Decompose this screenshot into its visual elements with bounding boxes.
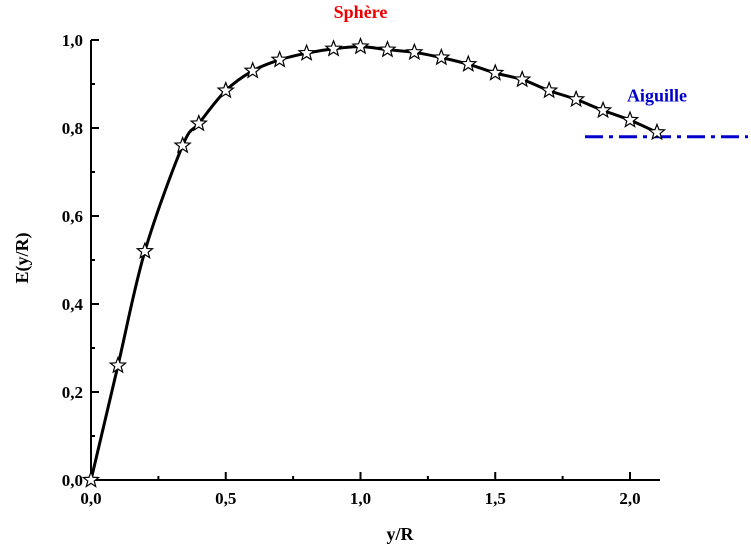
axes [90,40,660,481]
data-point-star [405,42,424,61]
data-point-star [378,39,397,58]
y-tick-label: 0,2 [62,383,83,402]
y-tick-label: 0,0 [62,471,83,490]
data-point-star [216,80,235,99]
data-point-star [432,47,451,66]
data-point-star [539,80,559,99]
data-point-star [270,50,289,68]
data-point-star [135,241,155,260]
data-point-star [324,39,343,57]
data-point-star [593,100,613,119]
series-layer [81,36,748,488]
x-tick-label: 2,0 [619,489,640,508]
data-point-star [108,355,128,374]
data-point-star [486,63,505,81]
data-point-star [459,54,478,73]
annotation-layer: Sphère Aiguille [334,2,687,106]
data-point-star [512,69,532,88]
y-tick-label: 0,8 [62,119,83,138]
x-tick-label: 0,0 [80,489,101,508]
data-point-star [243,61,262,79]
y-tick-label: 0,4 [62,295,84,314]
y-tick-label: 0,6 [62,207,83,226]
y-axis-title: E(y/R) [12,233,33,284]
x-axis-title: y/R [387,524,415,544]
data-point-star [297,43,316,62]
data-point-star [620,110,640,128]
x-tick-label: 1,5 [485,489,506,508]
ticks: 0,0 0,5 1,0 1,5 2,0 0,0 0,2 0,4 0,6 0,8 1,0 [62,31,641,508]
data-point-star [81,470,101,488]
annotation-sphere: Sphère [334,2,388,22]
data-point-star [647,122,667,141]
annotation-aiguille: Aiguille [627,86,687,106]
y-tick-label: 1,0 [62,31,83,50]
data-point-star [351,36,370,55]
x-tick-label: 1,0 [350,489,371,508]
data-point-star [566,89,586,108]
series-line [89,45,658,481]
x-tick-label: 0,5 [215,489,236,508]
data-point-star [189,113,209,132]
data-point-star [173,135,192,154]
